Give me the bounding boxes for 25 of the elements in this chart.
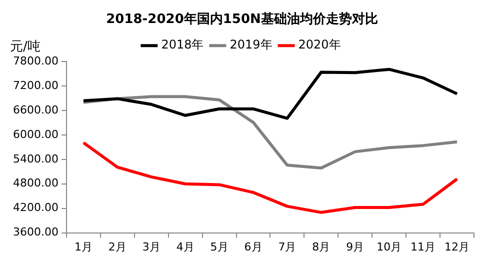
x-tick-label: 7月	[278, 240, 296, 254]
y-tick-label: 7800.00	[12, 54, 58, 68]
legend-label: 2018年	[161, 38, 204, 52]
x-tick-label: 9月	[346, 240, 364, 254]
x-tick-label: 10月	[376, 240, 402, 254]
y-tick-label: 4200.00	[12, 201, 58, 214]
x-tick-label: 5月	[210, 240, 228, 254]
y-tick-label: 7200.00	[12, 78, 58, 92]
y-tick-label: 3600.00	[12, 226, 58, 239]
x-tick-label: 2月	[108, 240, 126, 254]
y-tick-label: 6600.00	[12, 103, 58, 116]
x-tick-label: 8月	[312, 240, 330, 254]
x-tick-label: 1月	[74, 240, 92, 254]
y-tick-label: 4800.00	[12, 176, 58, 190]
chart-title: 2018-2020年国内150N基础油均价走势对比	[106, 11, 378, 28]
y-tick-label: 5400.00	[12, 152, 58, 166]
x-tick-label: 6月	[244, 240, 262, 254]
x-tick-label: 12月	[444, 240, 470, 254]
legend-label: 2020年	[298, 38, 341, 52]
x-tick-label: 11月	[410, 240, 436, 254]
legend-label: 2019年	[230, 38, 272, 52]
x-tick-label: 3月	[142, 240, 160, 254]
y-tick-label: 6000.00	[12, 128, 58, 141]
x-tick-label: 4月	[176, 240, 194, 254]
y-axis-title: 元/吨	[10, 39, 40, 54]
